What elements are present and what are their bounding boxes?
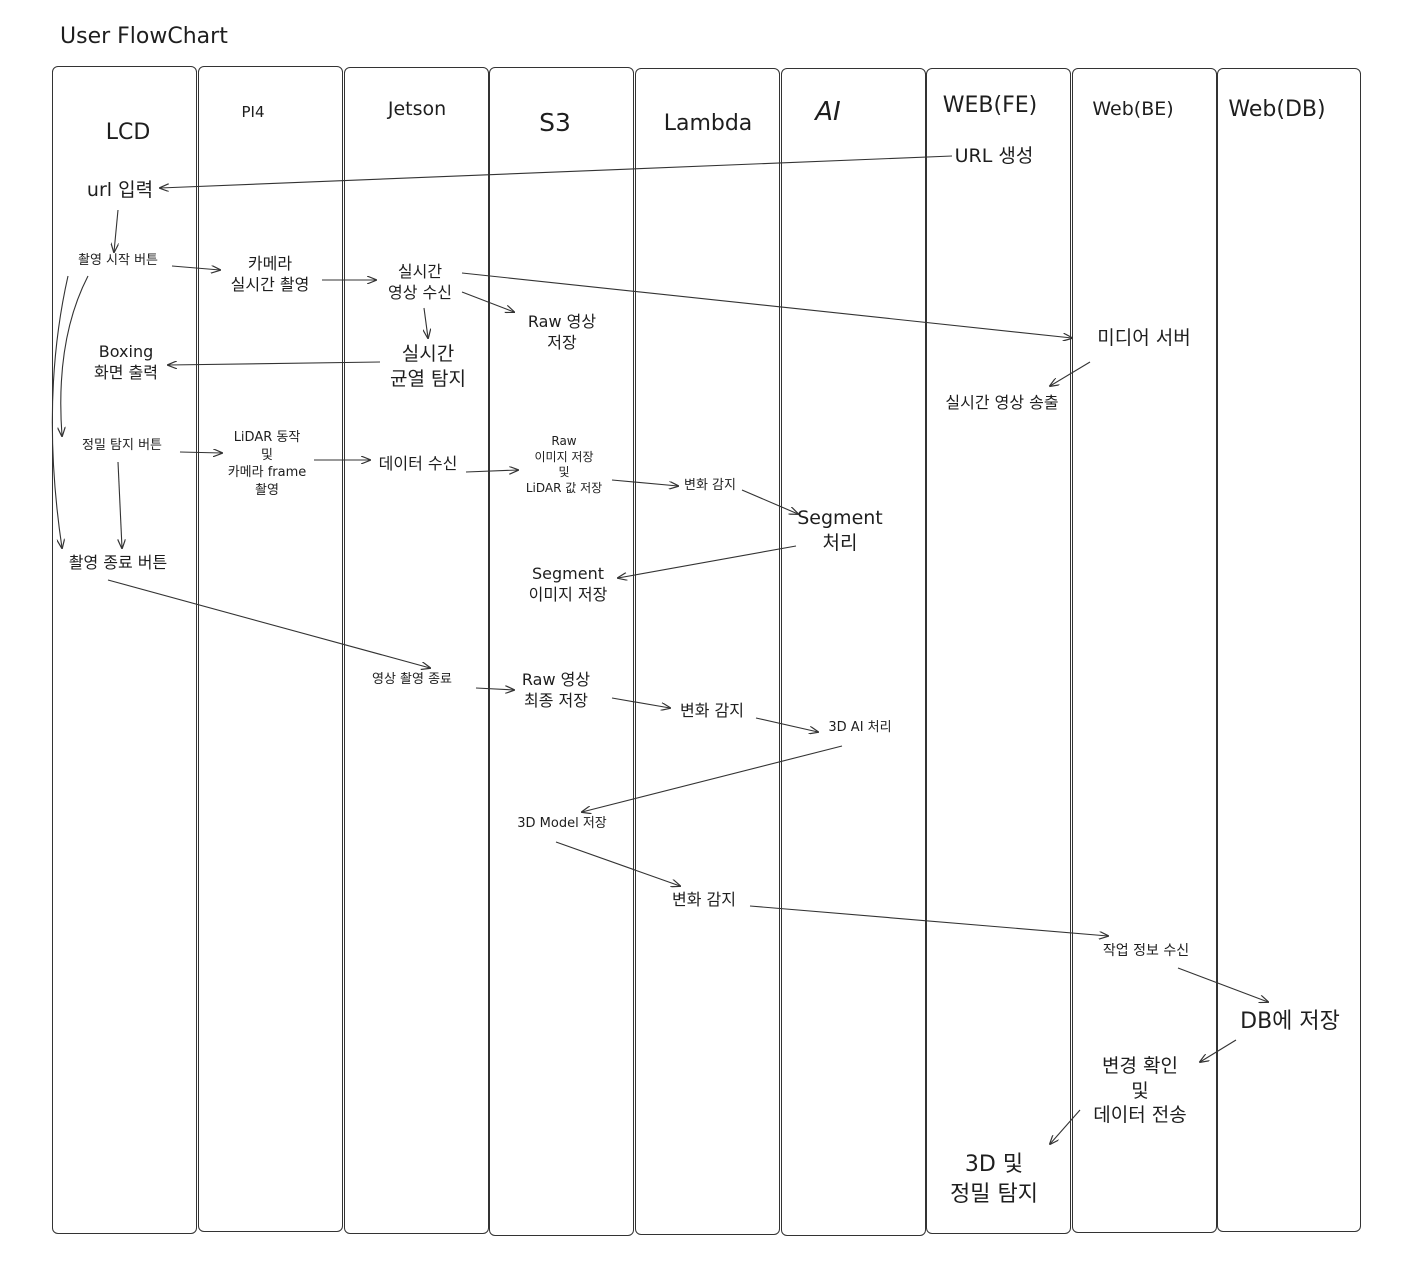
lane-webfe bbox=[926, 68, 1071, 1234]
node-job-recv: 작업 정보 수신 bbox=[1102, 943, 1190, 959]
edge-jobrecv-dbsave bbox=[1177, 967, 1268, 1002]
lane-title-ai: AI bbox=[815, 97, 841, 127]
edge-recstart-recend bbox=[51, 275, 69, 548]
lane-title-webfe: WEB(FE) bbox=[942, 93, 1038, 118]
node-media-server: 미디어 서버 bbox=[1097, 327, 1191, 349]
node-segment-proc: Segment 처리 bbox=[797, 507, 883, 554]
lane-webbe bbox=[1072, 68, 1217, 1233]
lane-lcd bbox=[52, 66, 197, 1234]
node-lidar-op: LiDAR 동작 및 카메라 frame 촬영 bbox=[227, 430, 307, 498]
node-rec-end: 영상 촬영 종료 bbox=[371, 672, 453, 687]
edge-ai3d-model bbox=[582, 745, 843, 812]
edge-dbsave-confirm bbox=[1200, 1039, 1237, 1062]
node-change-2: 변화 감지 bbox=[680, 701, 744, 720]
node-live-recv: 실시간 영상 수신 bbox=[388, 262, 452, 302]
node-result: 3D 및 정밀 탐지 bbox=[950, 1152, 1038, 1207]
node-precise-btn: 정밀 탐지 버튼 bbox=[81, 438, 163, 453]
node-change-1: 변화 감지 bbox=[684, 478, 736, 493]
node-ai-3d: 3D AI 처리 bbox=[828, 720, 892, 735]
node-cam-live: 카메라 실시간 촬영 bbox=[230, 254, 310, 294]
lane-title-webbe: Web(BE) bbox=[1092, 98, 1174, 120]
edge-change3-jobrecv bbox=[749, 905, 1108, 936]
node-live-broadcast: 실시간 영상 송출 bbox=[945, 393, 1059, 412]
node-rec-end-btn: 촬영 종료 버튼 bbox=[68, 553, 168, 572]
node-data-recv: 데이터 수신 bbox=[378, 454, 458, 473]
edge-change1-segment bbox=[741, 489, 798, 514]
edge-confirm-result bbox=[1050, 1109, 1081, 1144]
edge-recstart-precise bbox=[61, 275, 89, 436]
edge-urlinput-recstart bbox=[114, 209, 118, 252]
lane-lambda bbox=[635, 68, 780, 1235]
edge-change2-ai3d bbox=[755, 717, 818, 732]
edge-segment-segstore bbox=[618, 545, 797, 578]
node-rec-start: 촬영 시작 버튼 bbox=[77, 253, 159, 268]
node-db-save: DB에 저장 bbox=[1240, 1009, 1340, 1034]
edge-precise-lidar bbox=[179, 452, 222, 453]
edge-datarecv-rawimg bbox=[465, 470, 518, 472]
lane-pi4 bbox=[198, 66, 343, 1232]
node-url-input: url 입력 bbox=[86, 179, 154, 201]
edge-liverecv-rawstore bbox=[461, 291, 514, 312]
node-change-confirm: 변경 확인 및 데이터 전송 bbox=[1093, 1055, 1187, 1127]
node-segment-store: Segment 이미지 저장 bbox=[528, 564, 608, 604]
lane-ai bbox=[781, 68, 926, 1236]
edge-crack-boxing bbox=[168, 362, 381, 365]
lane-s3 bbox=[489, 67, 634, 1236]
edge-recstart-camlive bbox=[171, 266, 220, 270]
edge-recendbtn-recend bbox=[107, 579, 430, 668]
node-boxing-out: Boxing 화면 출력 bbox=[94, 342, 158, 382]
edge-urlgen-urlinput bbox=[160, 155, 953, 188]
lane-title-s3: S3 bbox=[539, 108, 571, 137]
edge-recend-rawfinal bbox=[475, 688, 514, 690]
node-change-3: 변화 감지 bbox=[672, 890, 736, 909]
edge-model-change3 bbox=[555, 841, 680, 886]
node-model-store: 3D Model 저장 bbox=[517, 816, 607, 831]
node-raw-store: Raw 영상 저장 bbox=[527, 312, 597, 352]
edge-media-broadcast bbox=[1050, 361, 1091, 386]
lane-title-lcd: LCD bbox=[105, 120, 151, 145]
lane-title-lambda: Lambda bbox=[663, 111, 753, 136]
edge-precise-recend bbox=[117, 461, 122, 548]
lane-title-jetson: Jetson bbox=[387, 98, 447, 120]
lane-jetson bbox=[344, 67, 489, 1234]
node-raw-final: Raw 영상 최종 저장 bbox=[521, 670, 591, 710]
edge-liverecv-crack bbox=[424, 307, 428, 338]
edge-rawfinal-change2 bbox=[611, 697, 670, 708]
node-crack-detect: 실시간 균열 탐지 bbox=[390, 343, 466, 390]
edge-liverecv-media bbox=[461, 272, 1072, 338]
edge-rawimg-change1 bbox=[611, 479, 678, 486]
node-url-gen: URL 생성 bbox=[954, 145, 1034, 167]
diagram-title: User FlowChart bbox=[60, 24, 228, 49]
lane-webdb bbox=[1217, 68, 1361, 1232]
lane-title-pi4: PI4 bbox=[241, 103, 265, 121]
node-raw-img-store: Raw 이미지 저장 및 LiDAR 값 저장 bbox=[525, 434, 603, 495]
lane-title-webdb: Web(DB) bbox=[1228, 97, 1326, 122]
